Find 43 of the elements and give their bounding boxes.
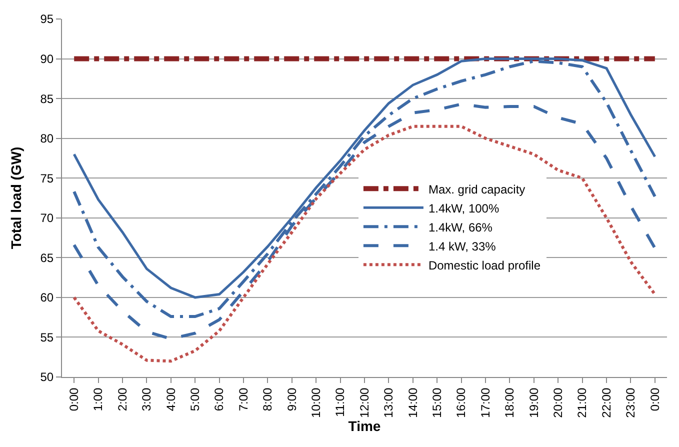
y-tick-label: 95 bbox=[40, 12, 54, 26]
x-tick-label: 8:00 bbox=[260, 387, 275, 412]
y-tick-label: 70 bbox=[40, 211, 54, 226]
x-tick-label: 0:00 bbox=[648, 387, 662, 412]
legend-label: Max. grid capacity bbox=[428, 182, 526, 196]
y-tick-label: 75 bbox=[40, 171, 54, 186]
x-axis-title: Time bbox=[348, 418, 381, 434]
x-tick-label: 10:00 bbox=[309, 387, 323, 418]
x-tick-label: 0:00 bbox=[67, 387, 81, 412]
x-tick-label: 16:00 bbox=[454, 387, 468, 418]
x-tick-label: 5:00 bbox=[188, 387, 202, 412]
x-tick-label: 14:00 bbox=[406, 387, 420, 418]
line-series bbox=[72, 124, 656, 363]
x-tick-label: 11:00 bbox=[333, 387, 348, 417]
x-tick-label: 21:00 bbox=[575, 387, 590, 418]
x-tick-label: 12:00 bbox=[357, 387, 372, 418]
x-tick-label: 20:00 bbox=[551, 387, 565, 418]
legend-label: 1.4kW, 66% bbox=[428, 220, 493, 234]
x-tick-label: 18:00 bbox=[502, 387, 517, 418]
x-tick-label: 4:00 bbox=[164, 387, 178, 412]
y-tick-label: 50 bbox=[40, 370, 54, 384]
y-tick-label: 65 bbox=[40, 250, 54, 265]
x-tick-label: 1:00 bbox=[91, 387, 106, 412]
x-tick-label: 19:00 bbox=[526, 387, 541, 418]
x-tick-label: 2:00 bbox=[115, 387, 130, 412]
y-tick-label: 85 bbox=[40, 92, 54, 106]
y-tick-label: 90 bbox=[40, 52, 54, 66]
x-tick-label: 3:00 bbox=[140, 387, 154, 412]
y-axis-title: Total load (GW) bbox=[8, 146, 24, 250]
x-tick-label: 23:00 bbox=[624, 387, 638, 418]
legend-label: 1.4 kW, 33% bbox=[428, 239, 496, 254]
y-tick-label: 55 bbox=[40, 330, 54, 344]
x-tick-label: 9:00 bbox=[284, 387, 299, 412]
y-tick-label: 60 bbox=[40, 290, 54, 305]
x-tick-label: 7:00 bbox=[236, 387, 250, 412]
x-tick-label: 6:00 bbox=[212, 387, 226, 412]
legend-label: 1.4kW, 100% bbox=[428, 201, 500, 216]
x-tick-label: 13:00 bbox=[382, 387, 396, 418]
x-tick-label: 22:00 bbox=[599, 387, 614, 418]
x-tick-label: 17:00 bbox=[478, 387, 492, 418]
x-tick-label: 15:00 bbox=[430, 387, 444, 418]
y-tick-label: 80 bbox=[40, 132, 54, 146]
legend-label: Domestic load profile bbox=[428, 258, 541, 272]
